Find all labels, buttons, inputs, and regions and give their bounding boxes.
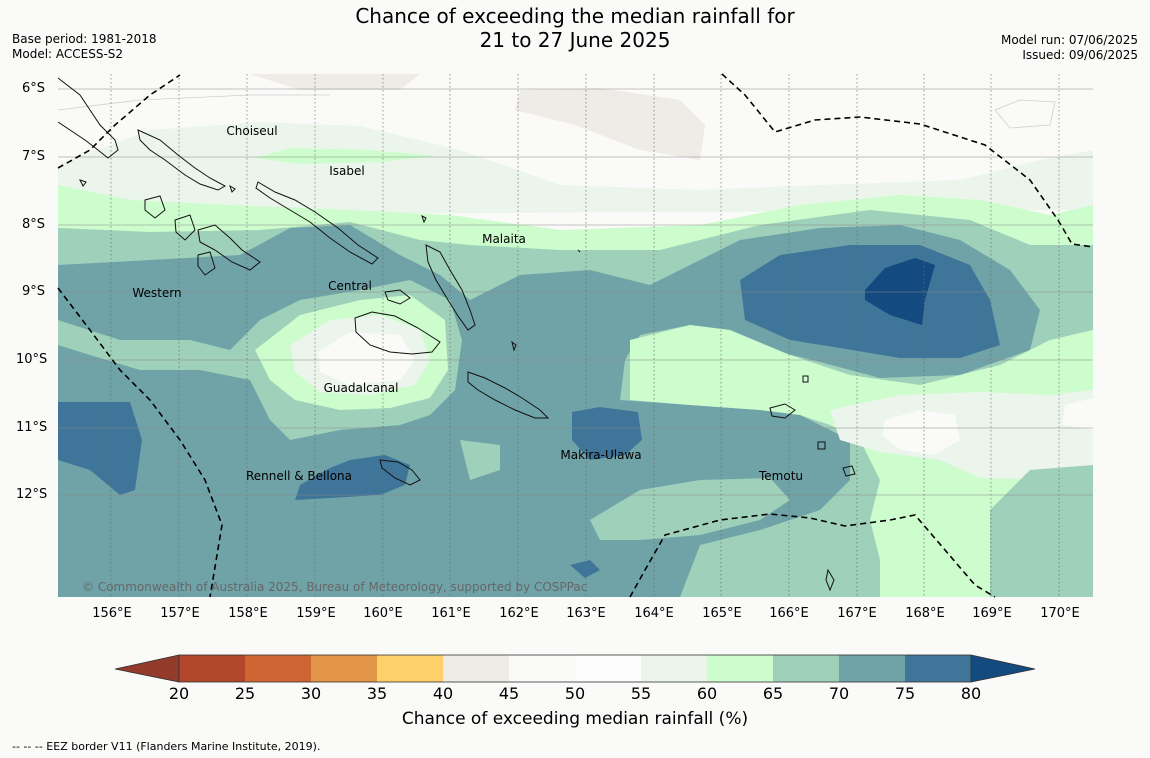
eez-borders [57, 73, 1094, 598]
lon-label-169e: 169°E [972, 606, 1012, 621]
colorbar-tick-label: 80 [960, 684, 982, 703]
island-florida [384, 289, 411, 305]
lat-label-8s: 8°S [22, 217, 46, 232]
lon-label-156e: 156°E [92, 606, 132, 621]
contour-55-60 [58, 122, 1093, 215]
lon-label-158e: 158°E [228, 606, 268, 621]
colorbar-tick-label: 30 [300, 684, 322, 703]
island-isabel [255, 181, 379, 265]
lon-label-161e: 161°E [431, 606, 471, 621]
place-label-central: Central [328, 279, 372, 293]
eez-legend-note: -- -- -- EEZ border V11 (Flanders Marine… [12, 740, 321, 753]
lon-label-167e: 167°E [837, 606, 877, 621]
colorbar-tick-label: 50 [564, 684, 586, 703]
copyright-text: © Commonwealth of Australia 2025, Bureau… [82, 580, 588, 594]
colorbar-label: Chance of exceeding median rainfall (%) [401, 709, 749, 729]
lon-label-165e: 165°E [702, 606, 742, 621]
place-label-choiseul: Choiseul [226, 124, 278, 138]
colorbar-tick-label: 60 [696, 684, 718, 703]
place-label-isabel: Isabel [329, 164, 365, 178]
colorbar-segment [641, 655, 708, 682]
place-label-temotu: Temotu [758, 469, 804, 483]
title-line-2: 21 to 27 June 2025 [479, 28, 671, 52]
colorbar-segment [707, 655, 774, 682]
colorbar-tick-label: 70 [828, 684, 850, 703]
colorbar-segment [311, 655, 378, 682]
lon-label-170e: 170°E [1040, 606, 1080, 621]
island-choiseul [137, 129, 227, 191]
latitude-gridlines [58, 88, 1093, 496]
colorbar-segment [179, 655, 246, 682]
island-santa-cruz [769, 403, 796, 419]
lon-label-163e: 163°E [566, 606, 606, 621]
map-field [58, 74, 1093, 597]
colorbar-segment [245, 655, 312, 682]
title-line-1: Chance of exceeding the median rainfall … [355, 4, 795, 28]
colorbar-tick-label: 25 [234, 684, 256, 703]
model-text: Model: ACCESS-S2 [12, 47, 124, 61]
longitude-gridlines [110, 74, 1060, 597]
colorbar-segment [905, 655, 972, 682]
lat-label-7s: 7°S [22, 149, 46, 164]
map-title: Chance of exceeding the median rainfall … [0, 4, 1150, 52]
place-label-malaita: Malaita [482, 232, 526, 246]
colorbar-tick-label: 65 [762, 684, 784, 703]
island-guadalcanal [354, 311, 441, 355]
place-label-rennell: Rennell & Bellona [245, 469, 353, 483]
island-new-georgia [174, 214, 261, 271]
colorbar-segment [509, 655, 576, 682]
island-makira [467, 371, 550, 419]
colorbar-segment [377, 655, 444, 682]
lon-label-162e: 162°E [499, 606, 539, 621]
colorbar-segment [773, 655, 840, 682]
island-outlines [57, 77, 856, 592]
lon-label-164e: 164°E [634, 606, 674, 621]
island-vella-lavella [144, 195, 166, 219]
island-rennell [379, 459, 421, 486]
colorbar-tick-label: 40 [432, 684, 454, 703]
model-run-text: Model run: 07/06/2025 [1000, 33, 1138, 47]
lon-label-168e: 168°E [905, 606, 945, 621]
lon-label-166e: 166°E [769, 606, 809, 621]
colorbar [114, 654, 1036, 683]
colorbar-segment [575, 655, 642, 682]
colorbar-tick-label: 35 [366, 684, 388, 703]
colorbar-tick-label: 20 [168, 684, 190, 703]
place-label-guadalcanal: Guadalcanal [323, 381, 399, 395]
colorbar-tick-label: 45 [498, 684, 520, 703]
lat-label-6s: 6°S [22, 81, 46, 96]
contour-40-45 [515, 88, 705, 160]
lon-label-157e: 157°E [160, 606, 200, 621]
colorbar-over-arrow [970, 654, 1036, 683]
colorbar-segment [443, 655, 510, 682]
colorbar-segment [839, 655, 906, 682]
lon-label-160e: 160°E [363, 606, 403, 621]
lat-label-12s: 12°S [16, 487, 48, 502]
lat-label-10s: 10°S [16, 352, 48, 367]
place-label-western: Western [132, 286, 182, 300]
island-ranongga [197, 251, 216, 276]
colorbar-tick-label: 55 [630, 684, 652, 703]
island-malaita [425, 244, 476, 331]
place-label-makira: Makira-Ulawa [560, 448, 642, 462]
meta-right: Model run: 07/06/2025 Issued: 09/06/2025 [1001, 33, 1138, 63]
colorbar-under-arrow [114, 654, 180, 683]
base-period-text: Base period: 1981-2018 [12, 32, 157, 46]
island-bougainville [57, 77, 119, 159]
lat-label-9s: 9°S [22, 284, 46, 299]
meta-left: Base period: 1981-2018 Model: ACCESS-S2 [12, 32, 157, 62]
colorbar-tick-label: 75 [894, 684, 916, 703]
issued-text: Issued: 09/06/2025 [1022, 48, 1138, 62]
lon-label-159e: 159°E [296, 606, 336, 621]
lat-label-11s: 11°S [16, 420, 48, 435]
